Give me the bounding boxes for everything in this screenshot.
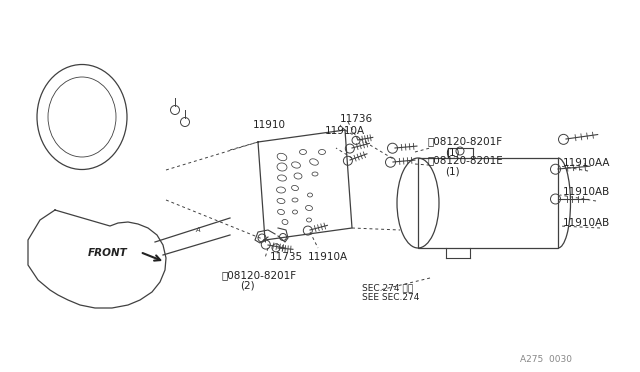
Text: (1): (1)	[445, 166, 460, 176]
Text: 11910A: 11910A	[308, 252, 348, 262]
Text: SEC.274 参照: SEC.274 参照	[362, 283, 413, 292]
Text: SEE SEC.274: SEE SEC.274	[362, 293, 419, 302]
Text: 11910AA: 11910AA	[563, 158, 611, 168]
Text: 11736: 11736	[340, 114, 373, 124]
Text: Ⓑ08120-8201F: Ⓑ08120-8201F	[428, 136, 503, 146]
Text: (2): (2)	[240, 281, 255, 291]
Text: 11735: 11735	[270, 252, 303, 262]
Text: 11910AB: 11910AB	[563, 187, 611, 197]
Text: 11910AB: 11910AB	[563, 218, 611, 228]
Text: 11910A: 11910A	[325, 126, 365, 136]
Text: FRONT: FRONT	[88, 248, 128, 258]
Text: A275  0030: A275 0030	[520, 355, 572, 364]
Text: 11910: 11910	[253, 120, 286, 130]
Text: Ⓑ08120-8201E: Ⓑ08120-8201E	[428, 155, 504, 165]
Text: Ⓑ08120-8201F: Ⓑ08120-8201F	[222, 270, 297, 280]
Text: (1): (1)	[445, 147, 460, 157]
Text: A: A	[195, 227, 200, 233]
